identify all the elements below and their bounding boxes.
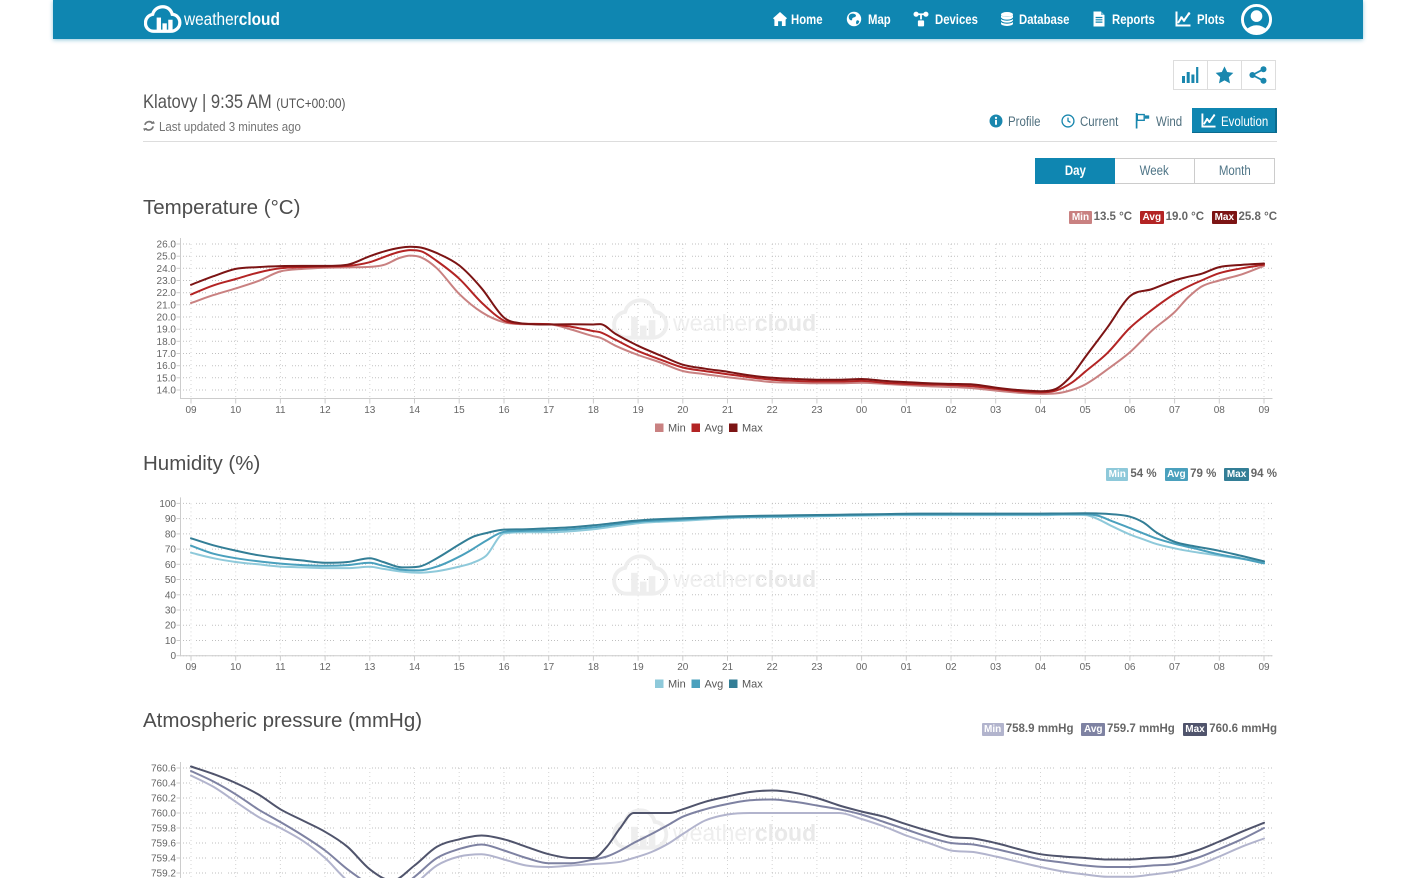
svg-text:Avg: Avg xyxy=(705,423,724,435)
svg-text:20: 20 xyxy=(165,621,177,632)
svg-text:23: 23 xyxy=(811,662,823,673)
svg-text:18.0: 18.0 xyxy=(157,337,177,348)
svg-text:07: 07 xyxy=(1169,662,1181,673)
svg-text:24.0: 24.0 xyxy=(157,264,177,275)
svg-text:17: 17 xyxy=(543,405,555,416)
svg-text:20.0: 20.0 xyxy=(157,313,177,324)
svg-text:759.2: 759.2 xyxy=(151,869,176,879)
svg-text:Min: Min xyxy=(668,679,686,691)
svg-text:80: 80 xyxy=(165,529,177,540)
svg-text:19: 19 xyxy=(633,405,645,416)
svg-text:760.2: 760.2 xyxy=(151,794,176,805)
svg-text:04: 04 xyxy=(1035,662,1047,673)
svg-text:03: 03 xyxy=(990,405,1002,416)
svg-text:14: 14 xyxy=(409,662,421,673)
svg-text:10: 10 xyxy=(230,662,242,673)
svg-text:15: 15 xyxy=(454,405,466,416)
svg-text:760.4: 760.4 xyxy=(151,779,176,790)
svg-text:Max: Max xyxy=(742,423,763,435)
svg-text:22: 22 xyxy=(767,405,779,416)
svg-text:weathercloud: weathercloud xyxy=(672,566,816,592)
svg-text:17: 17 xyxy=(543,662,555,673)
svg-text:22: 22 xyxy=(767,662,779,673)
svg-text:01: 01 xyxy=(901,405,913,416)
svg-text:02: 02 xyxy=(945,405,957,416)
svg-text:12: 12 xyxy=(320,662,332,673)
svg-text:13: 13 xyxy=(364,405,376,416)
svg-text:23.0: 23.0 xyxy=(157,276,177,287)
svg-text:09: 09 xyxy=(185,662,197,673)
svg-text:02: 02 xyxy=(945,662,957,673)
svg-text:03: 03 xyxy=(990,662,1002,673)
svg-text:759.6: 759.6 xyxy=(151,839,176,850)
svg-text:05: 05 xyxy=(1080,662,1092,673)
svg-text:11: 11 xyxy=(275,405,286,416)
svg-text:08: 08 xyxy=(1214,405,1226,416)
svg-text:23: 23 xyxy=(811,405,823,416)
svg-text:30: 30 xyxy=(165,606,177,617)
svg-text:760.0: 760.0 xyxy=(151,809,176,820)
svg-text:759.4: 759.4 xyxy=(151,854,176,865)
svg-text:10: 10 xyxy=(165,636,177,647)
svg-text:759.8: 759.8 xyxy=(151,824,176,835)
svg-text:16: 16 xyxy=(498,662,510,673)
svg-text:00: 00 xyxy=(856,662,868,673)
svg-text:18: 18 xyxy=(588,662,600,673)
svg-text:11: 11 xyxy=(275,662,286,673)
svg-text:15.0: 15.0 xyxy=(157,373,177,384)
svg-text:21: 21 xyxy=(722,405,734,416)
svg-text:08: 08 xyxy=(1214,662,1226,673)
svg-text:16.0: 16.0 xyxy=(157,361,177,372)
svg-text:14: 14 xyxy=(409,405,421,416)
svg-text:13: 13 xyxy=(364,662,376,673)
svg-text:00: 00 xyxy=(856,405,868,416)
svg-text:Min: Min xyxy=(668,423,686,435)
svg-text:weathercloud: weathercloud xyxy=(672,310,816,336)
svg-text:09: 09 xyxy=(1258,405,1270,416)
svg-text:20: 20 xyxy=(677,662,689,673)
svg-text:05: 05 xyxy=(1080,405,1092,416)
svg-text:20: 20 xyxy=(677,405,689,416)
svg-text:04: 04 xyxy=(1035,405,1047,416)
svg-text:17.0: 17.0 xyxy=(157,349,177,360)
svg-text:21: 21 xyxy=(722,662,734,673)
svg-text:Max: Max xyxy=(742,679,763,691)
svg-text:09: 09 xyxy=(185,405,197,416)
svg-text:16: 16 xyxy=(498,405,510,416)
svg-text:Avg: Avg xyxy=(705,679,724,691)
svg-text:26.0: 26.0 xyxy=(157,240,177,251)
svg-text:10: 10 xyxy=(230,405,242,416)
svg-text:09: 09 xyxy=(1258,662,1270,673)
svg-text:12: 12 xyxy=(320,405,332,416)
svg-text:06: 06 xyxy=(1124,662,1136,673)
svg-text:25.0: 25.0 xyxy=(157,252,177,263)
svg-text:60: 60 xyxy=(165,560,177,571)
svg-text:15: 15 xyxy=(454,662,466,673)
svg-text:18: 18 xyxy=(588,405,600,416)
svg-text:weathercloud: weathercloud xyxy=(672,820,816,846)
svg-text:19: 19 xyxy=(633,662,645,673)
svg-text:90: 90 xyxy=(165,514,177,525)
svg-text:0: 0 xyxy=(170,651,176,662)
svg-text:21.0: 21.0 xyxy=(157,300,177,311)
svg-text:06: 06 xyxy=(1124,405,1136,416)
svg-text:07: 07 xyxy=(1169,405,1181,416)
svg-text:01: 01 xyxy=(901,662,913,673)
svg-text:22.0: 22.0 xyxy=(157,288,177,299)
svg-text:50: 50 xyxy=(165,575,177,586)
svg-text:19.0: 19.0 xyxy=(157,325,177,336)
svg-text:760.6: 760.6 xyxy=(151,764,176,775)
svg-text:100: 100 xyxy=(159,499,176,510)
svg-text:40: 40 xyxy=(165,590,177,601)
svg-text:14.0: 14.0 xyxy=(157,386,177,397)
svg-text:70: 70 xyxy=(165,545,177,556)
